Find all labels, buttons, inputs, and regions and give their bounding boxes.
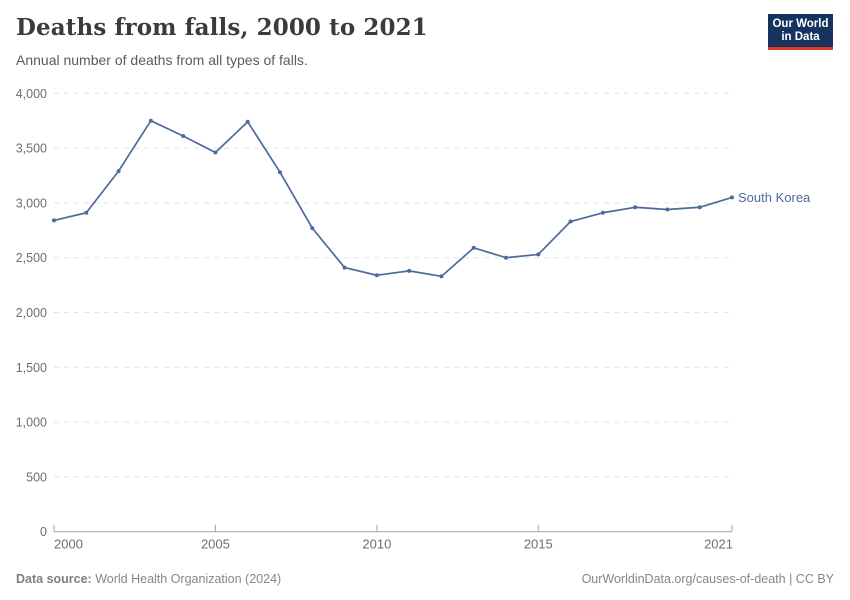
x-axis: 2000 2005 2010 2015 2021 [53,524,733,552]
y-tick-label: 2,000 [16,306,47,320]
data-point[interactable] [730,195,734,200]
data-point[interactable] [439,274,444,279]
data-point[interactable] [181,134,186,139]
data-point[interactable] [536,252,541,257]
y-tick-label: 1,000 [16,416,47,430]
series-point-markers [52,118,734,279]
owid-logo[interactable]: Our World in Data [768,14,833,50]
data-point[interactable] [52,218,56,223]
x-tick-label: 2021 [704,537,733,552]
data-point[interactable] [342,265,347,270]
data-point[interactable] [568,219,573,224]
data-point[interactable] [245,119,250,124]
data-point[interactable] [407,268,412,273]
license-note[interactable]: OurWorldinData.org/causes-of-death | CC … [581,572,834,586]
chart-footer: Data source: World Health Organization (… [16,572,834,586]
data-point[interactable] [374,273,379,278]
data-source-label: Data source: [16,572,92,586]
y-tick-label: 1,500 [16,361,47,375]
data-point[interactable] [310,226,315,231]
data-point[interactable] [116,169,121,174]
x-tick-label: 2005 [201,537,230,552]
chart-subtitle: Annual number of deaths from all types o… [16,52,308,68]
data-point[interactable] [84,210,89,215]
y-tick-label: 500 [26,470,47,484]
data-point[interactable] [148,118,153,123]
y-axis-labels: 0 500 1,000 1,500 2,000 2,500 3,000 3,500 4,000 [16,87,47,539]
data-source-value: World Health Organization (2024) [91,572,282,586]
y-tick-label: 0 [40,525,47,539]
y-tick-label: 3,500 [16,142,47,156]
y-tick-label: 2,500 [16,251,47,265]
y-tick-label: 3,000 [16,196,47,210]
data-point[interactable] [213,150,218,155]
data-point[interactable] [697,205,702,210]
data-point[interactable] [504,255,508,260]
data-point[interactable] [278,170,282,175]
owid-logo-line1: Our World [772,17,829,30]
x-tick-label: 2010 [362,537,391,552]
chart-title: Deaths from falls, 2000 to 2021 [16,14,428,41]
y-tick-label: 4,000 [16,87,47,101]
x-tick-label: 2000 [54,537,83,552]
data-point[interactable] [471,245,476,250]
data-point[interactable] [633,205,638,210]
data-point[interactable] [600,210,605,215]
series-label[interactable]: South Korea [738,190,811,205]
x-tick-label: 2015 [524,537,553,552]
data-point[interactable] [665,207,670,212]
series-line[interactable] [53,119,733,278]
owid-logo-line2: in Data [781,30,820,43]
y-gridlines [54,92,732,533]
data-source-note: Data source: World Health Organization (… [16,572,281,586]
